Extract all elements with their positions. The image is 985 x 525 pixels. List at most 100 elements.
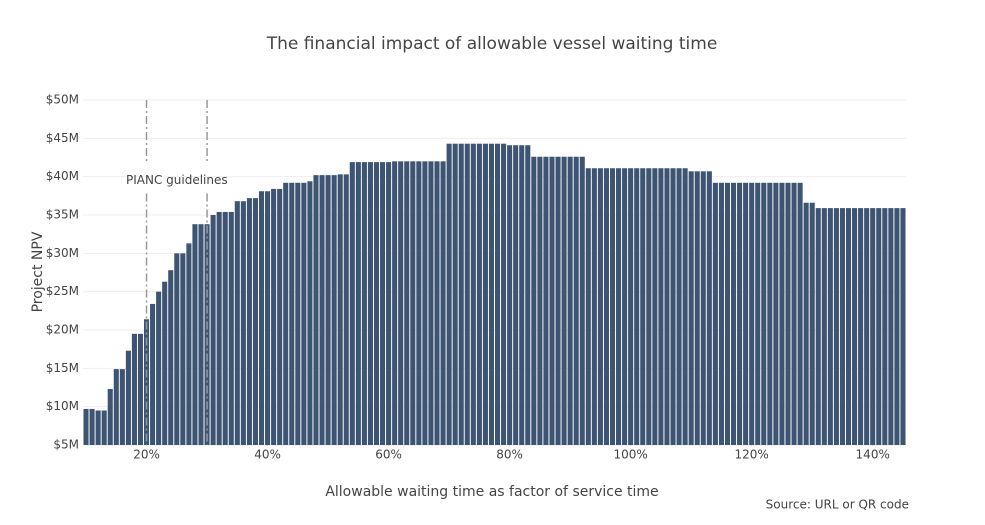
bar <box>845 208 852 445</box>
bar <box>676 168 682 445</box>
bar <box>858 208 864 445</box>
bar <box>404 161 410 446</box>
bar <box>773 182 779 446</box>
bar <box>821 208 827 445</box>
bar <box>597 168 603 445</box>
x-tick-label: 100% <box>614 448 648 462</box>
y-tick-label: $15M <box>46 361 79 375</box>
bar <box>658 168 664 445</box>
x-tick-label: 140% <box>856 448 890 462</box>
bar <box>464 143 470 445</box>
bar <box>325 175 331 445</box>
bar <box>186 243 192 445</box>
bar <box>101 410 107 445</box>
bar <box>271 188 277 445</box>
bar <box>416 161 422 446</box>
bar <box>876 208 882 445</box>
bar <box>452 143 458 445</box>
bar <box>864 208 870 445</box>
bar <box>743 182 749 446</box>
bar <box>476 143 482 445</box>
bar <box>482 143 488 445</box>
x-tick-label: 120% <box>735 448 769 462</box>
bar <box>791 182 797 446</box>
bar <box>458 143 464 445</box>
bar <box>900 208 906 445</box>
y-tick-label: $25M <box>46 284 79 298</box>
bar <box>712 182 718 446</box>
bar <box>670 168 676 445</box>
bar <box>89 408 95 445</box>
bar <box>83 408 89 445</box>
bar <box>525 145 531 445</box>
bar <box>228 211 234 445</box>
bar <box>162 281 168 445</box>
bar <box>222 211 228 445</box>
bar <box>265 191 271 445</box>
bar <box>240 201 246 445</box>
y-tick-label: $30M <box>46 246 79 260</box>
bar <box>392 161 398 446</box>
bar <box>295 182 301 446</box>
bar <box>634 168 640 445</box>
x-tick-label: 80% <box>496 448 523 462</box>
y-tick-label: $40M <box>46 169 79 183</box>
bar <box>567 156 573 445</box>
bar <box>494 143 501 445</box>
bar <box>815 208 821 445</box>
bar <box>319 175 325 445</box>
y-tick-label: $5M <box>53 438 79 452</box>
bar <box>150 303 156 445</box>
bar <box>216 211 222 445</box>
x-axis-title: Allowable waiting time as factor of serv… <box>325 484 658 500</box>
bar <box>283 182 289 446</box>
bar <box>616 168 622 445</box>
bar <box>797 182 803 446</box>
bar <box>410 161 416 446</box>
bar <box>95 410 101 445</box>
x-tick-label: 20% <box>133 448 160 462</box>
bar <box>107 389 113 445</box>
x-tick-label: 60% <box>375 448 402 462</box>
y-tick-label: $50M <box>46 93 79 107</box>
bar <box>343 174 349 445</box>
bar <box>349 162 355 445</box>
bar <box>640 168 646 445</box>
bar <box>398 161 404 446</box>
annotation: PIANC guidelines <box>126 173 228 187</box>
bar <box>603 168 609 445</box>
bar <box>531 156 537 445</box>
bar <box>137 333 144 445</box>
bar <box>337 174 343 445</box>
y-tick-label: $45M <box>46 131 79 145</box>
bar <box>301 182 307 446</box>
bar <box>434 161 440 446</box>
bar <box>168 270 174 445</box>
bar <box>688 171 694 446</box>
bar <box>761 182 767 446</box>
bar <box>549 156 555 445</box>
bar <box>361 162 367 445</box>
bar <box>470 143 476 445</box>
bar <box>252 198 259 445</box>
bar <box>125 350 131 445</box>
bar <box>609 168 616 445</box>
bar <box>488 143 495 445</box>
bar <box>585 168 591 445</box>
bar <box>555 156 561 445</box>
bar <box>827 208 833 445</box>
bar <box>422 161 428 446</box>
bar <box>513 145 519 445</box>
bar <box>809 202 815 445</box>
bar <box>277 188 283 445</box>
bar <box>888 208 894 445</box>
bar <box>882 208 888 445</box>
bar <box>307 181 313 445</box>
bar <box>852 208 858 445</box>
bar <box>561 156 567 445</box>
bar <box>646 168 652 445</box>
bar <box>749 182 755 446</box>
bar <box>519 145 525 445</box>
bar <box>507 145 513 445</box>
